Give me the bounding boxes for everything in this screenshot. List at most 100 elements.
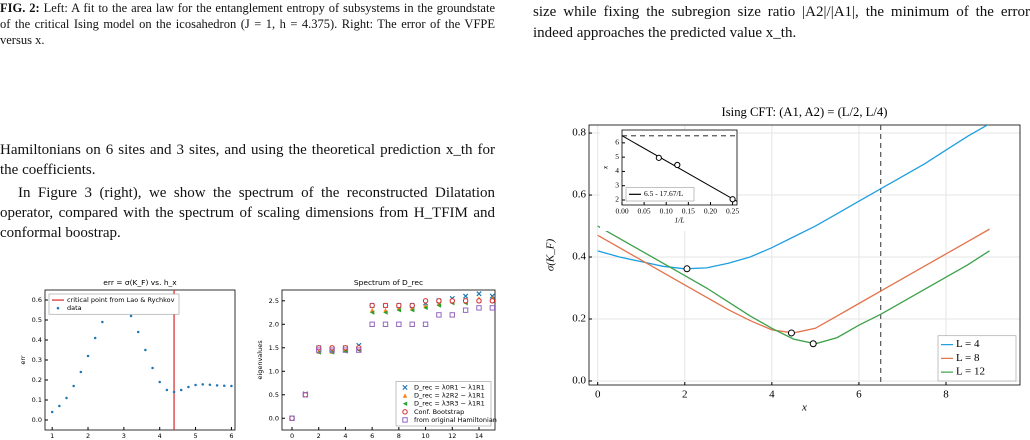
marker [302,392,309,398]
marker [409,302,415,309]
legend-label: D_rec = λ0R1 − λ1R1 [414,383,485,391]
marker [369,310,375,315]
x-tick-label: 4 [769,388,775,400]
marker [172,390,176,394]
marker [342,347,349,353]
marker [436,303,442,308]
chart-title: err = σ(K_F) vs. h_x [103,278,177,287]
marker [674,161,681,169]
y-axis-label: eigenvalues [256,340,264,380]
marker [383,310,388,315]
marker [489,293,495,299]
x-tick-label: 0.20 [704,206,717,215]
marker [79,370,83,374]
marker [208,383,212,387]
marker [422,298,429,304]
x-tick-label: 4 [158,432,162,440]
marker [402,393,408,398]
marker [476,305,482,311]
marker [449,298,455,304]
x-tick-label: 0.15 [682,206,695,215]
marker [462,293,469,299]
y-tick-label: 0.6 [572,189,586,201]
y-tick-label: 0.2 [572,313,586,325]
legend-box [395,381,492,427]
x-tick-label: 0 [595,388,601,400]
x-tick-label: 6 [370,432,374,440]
marker [194,383,197,387]
marker [72,384,75,388]
x-tick-label: 2 [86,432,90,440]
legend-label: D_rec = λ3R3 − λ1R1 [414,400,485,408]
chart-title: Ising CFT: (A1, A2) = (L/2, L/4) [722,105,888,119]
marker [215,384,219,387]
marker [230,384,233,388]
series-line [597,125,989,270]
legend-label: 6.5 - 17.67/L [644,189,684,198]
y-tick-label: 1.0 [269,367,279,375]
plot-frame [588,124,1021,386]
marker [86,354,90,358]
marker [222,384,226,388]
y-tick-label: 0.6 [32,296,42,304]
marker [476,291,482,297]
marker [382,321,389,327]
marker [136,330,140,334]
marker [462,307,469,313]
x-tick-label: 0.25 [726,206,739,215]
x-tick-label: 0.00 [615,206,628,215]
inset-background [600,130,737,231]
fit-line [622,135,737,202]
plot-frame [281,289,496,431]
marker [402,401,408,406]
y-axis-label: σ(K_F) [545,239,557,272]
figure-caption: FIG. 2: Left: A fit to the area law for … [0,0,495,48]
marker [396,302,402,309]
y-tick-label: 0.3 [32,356,42,364]
marker [151,366,154,370]
x-tick-label: 5 [193,432,197,440]
x-tick-label: 1 [50,432,54,440]
y-tick-label: 0.4 [32,336,42,344]
marker [329,347,335,353]
y-tick-label: 2 [615,195,619,204]
y-tick-label: 4 [615,166,619,175]
marker [65,396,68,400]
legend-box [48,293,180,315]
x-tick-label: 0 [290,432,294,440]
marker [289,415,295,421]
y-axis-label: x [601,165,610,170]
x-tick-label: 14 [475,432,483,440]
marker [165,388,169,392]
marker [729,196,736,203]
y-tick-label: 0.5 [269,391,279,399]
paragraph: In Figure 3 (right), we show the spectru… [0,185,495,241]
legend-label: L = 4 [956,338,980,350]
marker [129,314,133,318]
marker [402,384,408,391]
x-axis-label: 1/L [674,215,684,224]
marker [436,298,442,304]
marker [58,404,61,408]
plot-area [622,135,737,203]
marker [683,265,691,273]
paragraph: Hamiltonians on 6 sites and 3 sites, and… [0,142,495,178]
plot: 0 2 4 6 8 0.0 0.2 0.4 0.6 0.8 L = 4 L = 8 L = 12 Isin… [545,105,1021,414]
y-tick-label: 0.8 [572,127,586,139]
legend-label: from original Hamiltonian [414,416,497,424]
y-tick-label: 0.0 [269,414,279,422]
marker [316,347,322,353]
legend-label: Conf. Bootstrap [414,408,464,416]
y-tick-label: 0.4 [572,251,586,263]
marker [369,302,375,309]
marker [382,302,389,309]
plot-frame [44,289,236,431]
marker [201,383,204,386]
marker [489,298,495,304]
marker [302,392,309,398]
marker [402,417,408,423]
plot: 1 2 3 4 5 6 0.0 0.1 0.2 0.3 0.4 0.5 0.6 critical poin… [19,278,236,440]
paragraph: size while fixing the subregion size rat… [533,4,1030,41]
legend-label: data [67,304,82,312]
